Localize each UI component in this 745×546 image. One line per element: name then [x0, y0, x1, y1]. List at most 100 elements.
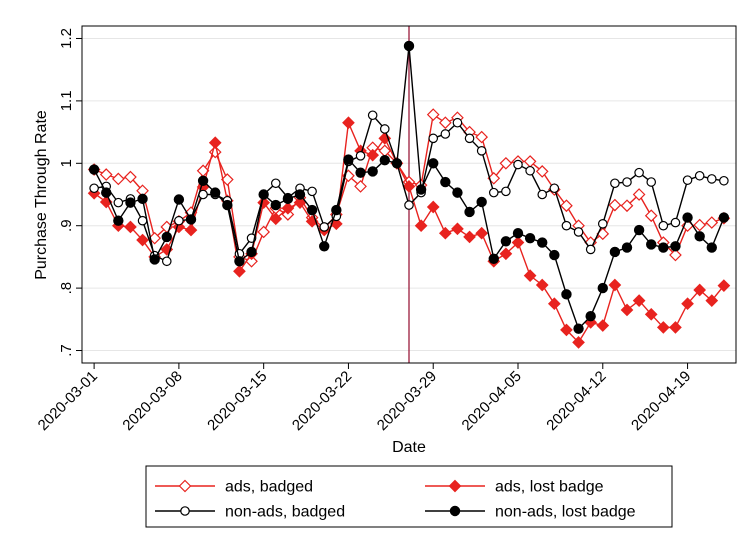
data-point	[646, 239, 657, 250]
data-point	[234, 256, 245, 267]
data-point	[184, 223, 198, 237]
data-point	[233, 264, 246, 278]
data-point	[99, 168, 113, 181]
data-point	[148, 231, 162, 245]
data-point	[414, 219, 428, 233]
data-point	[632, 188, 646, 201]
data-point	[88, 164, 100, 175]
data-point	[452, 187, 463, 198]
data-point	[658, 220, 669, 231]
data-point	[366, 148, 380, 162]
data-point	[111, 172, 125, 186]
data-point	[343, 154, 354, 165]
legend-item: ads, lost badge	[425, 479, 604, 496]
data-point	[597, 219, 608, 229]
data-point	[161, 256, 172, 267]
y-tick-label: .9	[58, 219, 75, 232]
data-point	[608, 198, 622, 212]
legend-item: non-ads, lost badge	[425, 504, 636, 521]
data-point	[463, 230, 476, 244]
data-point	[101, 187, 112, 198]
data-point	[270, 199, 281, 211]
data-point	[525, 165, 535, 176]
data-point	[307, 186, 317, 197]
data-point	[113, 197, 124, 208]
data-point	[501, 186, 511, 197]
data-point	[523, 269, 537, 282]
y-tick-label: .7	[58, 344, 75, 357]
data-point	[220, 173, 234, 186]
data-point	[438, 116, 452, 130]
data-point	[125, 197, 136, 208]
data-point	[294, 189, 306, 200]
data-point	[355, 167, 366, 178]
data-point	[644, 307, 658, 321]
data-point	[634, 167, 644, 178]
data-point	[476, 146, 487, 156]
legend: ads, badged ads, lost badge non-ads, badge…	[145, 465, 673, 528]
data-point	[222, 199, 233, 211]
data-point	[197, 175, 209, 186]
data-point	[537, 237, 548, 248]
data-point	[705, 216, 719, 229]
data-point	[694, 170, 705, 181]
data-point	[426, 108, 440, 121]
data-point	[622, 177, 632, 187]
data-point	[596, 319, 610, 332]
data-point	[706, 242, 717, 253]
plot-frame	[81, 25, 737, 364]
data-point	[621, 242, 633, 253]
data-point	[149, 254, 160, 265]
data-point	[379, 154, 390, 166]
data-point	[572, 336, 585, 349]
legend-label: non-ads, lost badge	[495, 504, 636, 521]
data-point	[404, 200, 414, 210]
data-point	[632, 294, 646, 307]
legend-marker	[180, 506, 190, 516]
data-point	[670, 217, 681, 228]
series-non-ads-lost-badge	[88, 40, 730, 334]
data-point	[428, 133, 439, 144]
legend-frame	[145, 465, 673, 528]
data-point	[161, 231, 172, 243]
data-point	[124, 220, 137, 234]
data-point	[585, 244, 596, 255]
data-point	[464, 206, 475, 218]
data-point	[669, 248, 682, 262]
data-point	[573, 227, 584, 237]
data-point	[246, 246, 257, 258]
data-point	[547, 297, 561, 311]
data-point	[210, 187, 221, 198]
data-point	[620, 199, 634, 213]
data-point	[342, 116, 355, 130]
data-point	[646, 177, 657, 187]
data-point	[537, 189, 548, 200]
data-point	[306, 204, 318, 216]
data-point	[693, 283, 707, 297]
data-point	[535, 278, 549, 292]
data-point	[670, 241, 681, 252]
y-tick-label: .8	[58, 282, 75, 295]
data-point	[524, 232, 536, 244]
data-point	[355, 151, 366, 161]
data-point	[719, 175, 729, 186]
data-point	[694, 231, 705, 242]
data-point	[367, 166, 378, 177]
data-point	[669, 321, 682, 334]
y-axis: .7 .8 .9 1 1.1 1.2	[58, 28, 82, 357]
data-point	[620, 303, 634, 317]
data-point	[573, 323, 584, 334]
data-point	[391, 158, 403, 169]
data-point	[403, 40, 415, 52]
data-point	[124, 170, 137, 184]
data-point	[511, 236, 525, 249]
data-point	[549, 249, 560, 261]
data-point	[488, 187, 499, 198]
data-point	[208, 136, 222, 150]
data-point	[476, 196, 487, 208]
data-point	[367, 110, 378, 121]
data-point	[440, 176, 451, 188]
legend-label: non-ads, badged	[225, 504, 345, 521]
data-point	[718, 212, 730, 223]
